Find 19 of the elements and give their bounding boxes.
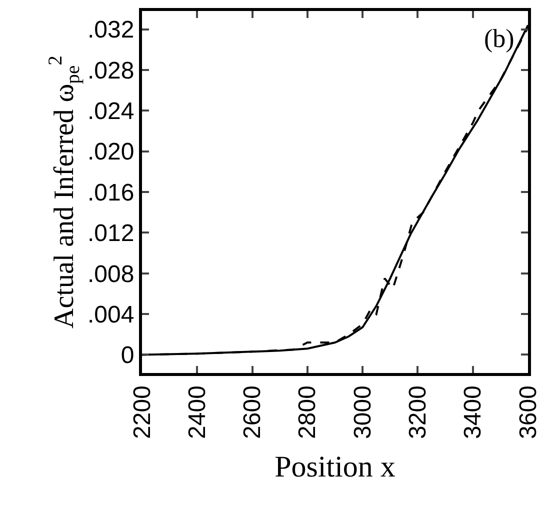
x-tick-label: 2400 xyxy=(184,386,211,439)
x-tick-label: 2600 xyxy=(239,386,266,439)
x-tick-label: 2800 xyxy=(294,386,322,439)
x-tick-label: 3200 xyxy=(404,386,432,439)
y-tick-label: .032 xyxy=(87,16,134,44)
y-tick-label: .020 xyxy=(87,138,134,166)
y-tick-label: .016 xyxy=(87,179,134,206)
annotation: (b) xyxy=(484,24,514,53)
x-axis-title: Position x xyxy=(274,450,396,484)
y-tick-label: .004 xyxy=(87,301,134,328)
x-tick-label: 3600 xyxy=(514,386,542,439)
y-tick-label: .028 xyxy=(87,57,134,84)
x-tick-label: 3000 xyxy=(349,386,376,439)
y-tick-label: .024 xyxy=(87,98,134,126)
y-tick-label: .008 xyxy=(87,260,134,288)
y-tick-label: .012 xyxy=(87,220,134,248)
y-tick-label: 0 xyxy=(120,342,134,370)
x-tick-label: 2200 xyxy=(128,386,156,439)
x-tick-label: 3400 xyxy=(460,386,487,439)
